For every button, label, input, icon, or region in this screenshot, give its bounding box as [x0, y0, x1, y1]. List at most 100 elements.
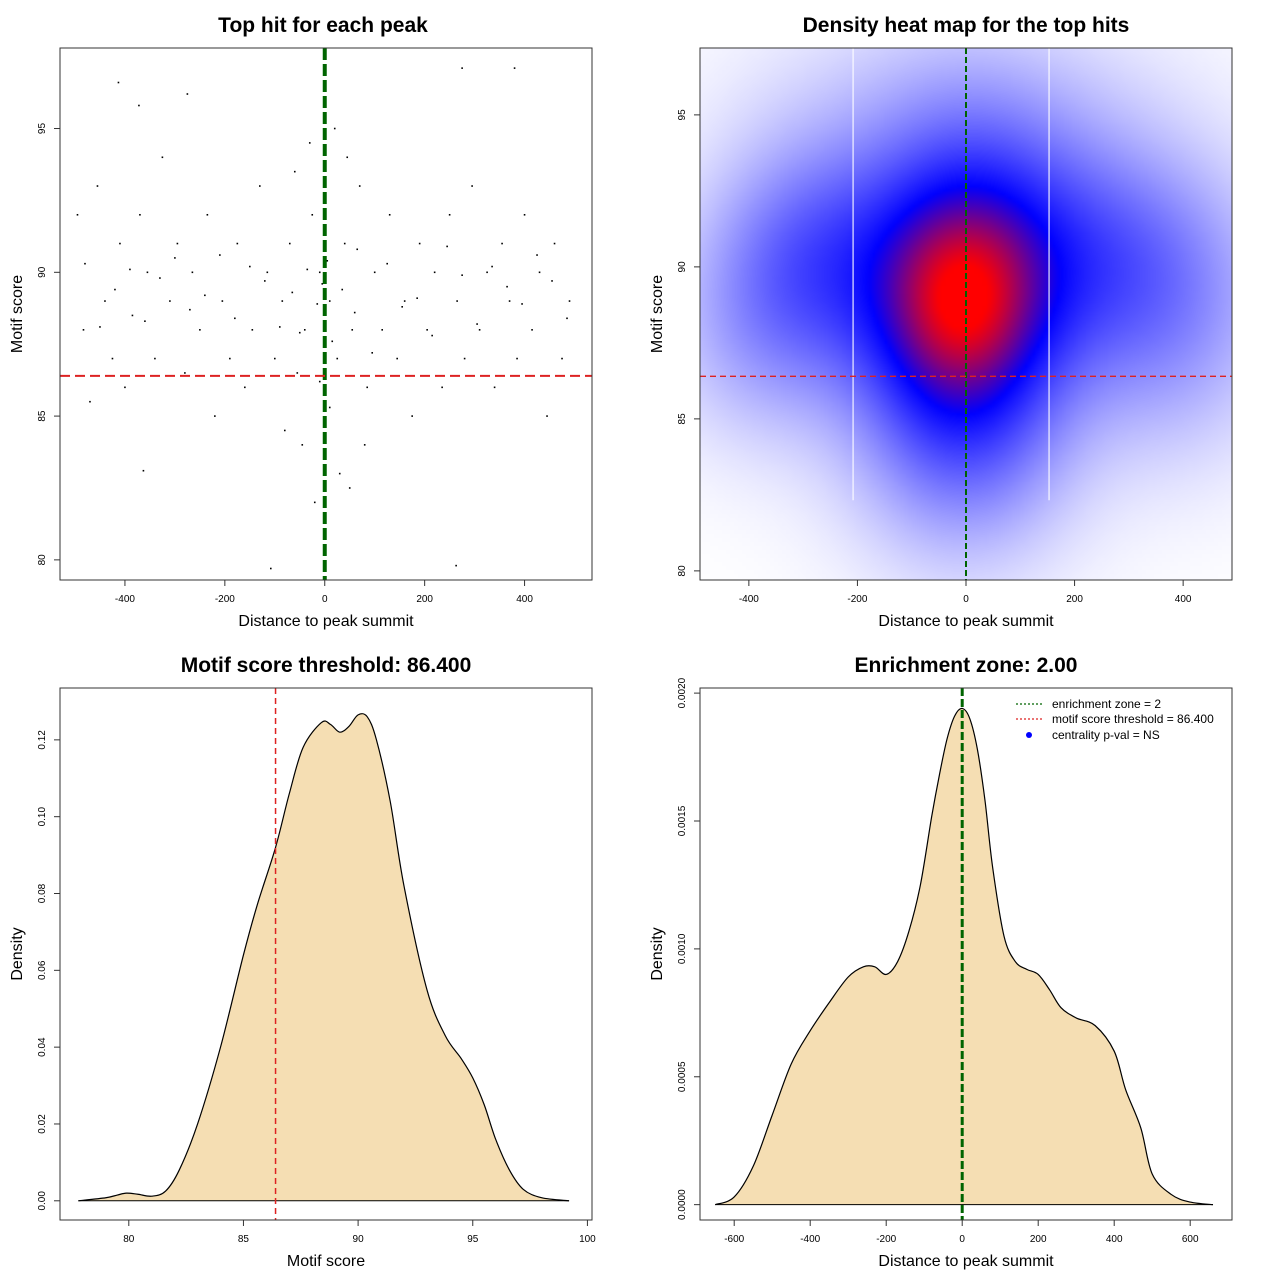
distance-density-y-axis: 0.0000 0.0005 0.0010 0.0015 0.0020 — [677, 677, 700, 1220]
distance-density-y-axis-label: Density — [649, 927, 666, 980]
scatter-point — [561, 357, 563, 360]
score-density-x-tick-label: 85 — [238, 1234, 250, 1245]
distance-density-y-tick-label: 0.0000 — [677, 1189, 688, 1220]
heatmap-y-tick-label: 95 — [677, 109, 688, 121]
scatter-x-axis: -400 -200 0 200 400 — [115, 580, 533, 605]
scatter-point — [553, 242, 556, 245]
scatter-y-tick-label: 95 — [37, 123, 48, 135]
legend-threshold-label: motif score threshold = 86.400 — [1052, 712, 1214, 726]
scatter-point — [174, 257, 176, 259]
scatter-plot-frame — [59, 47, 593, 581]
distance-density-area — [715, 708, 1213, 1205]
heatmap-y-tick-label: 90 — [677, 261, 688, 273]
scatter-point — [461, 274, 463, 276]
scatter-point — [236, 242, 239, 245]
scatter-point — [234, 317, 236, 320]
scatter-point — [386, 262, 388, 265]
scatter-point — [521, 303, 523, 305]
scatter-title: Top hit for each peak — [218, 14, 428, 37]
distance-density-x-tick-label: -600 — [724, 1234, 744, 1245]
heatmap-y-tick-label: 85 — [677, 413, 688, 425]
scatter-point — [313, 501, 316, 504]
heatmap-x-tick-label: 400 — [1175, 594, 1192, 605]
heatmap-y-axis-label: Motif score — [649, 275, 666, 353]
scatter-point — [303, 329, 306, 331]
scatter-point — [568, 300, 571, 302]
heatmap-x-tick-label: 0 — [963, 594, 969, 605]
heatmap-y-tick-label: 80 — [677, 565, 688, 577]
scatter-point — [129, 268, 131, 271]
scatter-point — [463, 357, 466, 360]
scatter-point — [244, 386, 246, 389]
scatter-point — [508, 300, 511, 302]
scatter-x-tick-label: -400 — [115, 594, 135, 605]
score-density-y-tick-label: 0.04 — [37, 1037, 48, 1057]
score-density-y-tick-label: 0.08 — [37, 883, 48, 903]
scatter-point — [264, 280, 266, 282]
heatmap-x-tick-label: 200 — [1066, 594, 1083, 605]
scatter-point — [124, 386, 126, 389]
scatter-point — [161, 156, 164, 159]
scatter-point — [326, 260, 329, 262]
scatter-point — [343, 242, 346, 245]
distance-density-curve — [714, 707, 1214, 1206]
score-density-y-tick-label: 0.02 — [37, 1114, 48, 1134]
scatter-point — [251, 329, 254, 331]
scatter-point — [169, 300, 171, 302]
scatter-point — [204, 294, 206, 297]
distance-density-x-tick-label: 600 — [1182, 1234, 1199, 1245]
scatter-point — [318, 271, 321, 274]
score-density-plot-frame — [59, 687, 593, 1221]
scatter-point — [338, 472, 341, 475]
legend-centrality-label: centrality p-val = NS — [1052, 728, 1160, 742]
distance-density-panel: Enrichment zone: 2.00 -600 -400 -200 0 200 40… — [649, 654, 1233, 1270]
scatter-point — [336, 357, 339, 360]
scatter-point — [104, 300, 106, 302]
heatmap-x-axis: -400 -200 0 200 400 — [739, 580, 1192, 605]
scatter-point — [333, 127, 336, 130]
scatter-points — [76, 67, 571, 570]
scatter-point — [461, 67, 463, 69]
distance-density-x-tick-label: 400 — [1106, 1234, 1123, 1245]
score-density-area — [78, 713, 570, 1201]
scatter-point — [401, 306, 403, 308]
scatter-point — [219, 254, 221, 256]
scatter-point — [154, 357, 156, 360]
scatter-point — [346, 156, 349, 159]
distance-density-title: Enrichment zone: 2.00 — [855, 654, 1078, 677]
scatter-y-tick-label: 80 — [37, 554, 48, 566]
scatter-point — [281, 300, 284, 302]
score-density-x-tick-label: 80 — [123, 1234, 135, 1245]
scatter-point — [446, 245, 448, 248]
score-density-x-tick-label: 100 — [579, 1234, 596, 1245]
scatter-point — [270, 567, 272, 570]
scatter-point — [301, 444, 304, 446]
scatter-y-tick-label: 90 — [37, 266, 48, 278]
scatter-x-tick-label: -200 — [215, 594, 235, 605]
scatter-x-tick-label: 200 — [416, 594, 433, 605]
scatter-y-axis: 80 85 90 95 — [37, 123, 60, 566]
distance-density-x-tick-label: -200 — [876, 1234, 896, 1245]
scatter-point — [311, 213, 314, 216]
score-density-curve — [78, 713, 570, 1202]
distance-density-x-tick-label: -400 — [800, 1234, 820, 1245]
scatter-point — [441, 386, 443, 389]
scatter-point — [341, 288, 344, 291]
scatter-point — [283, 429, 286, 432]
scatter-point — [298, 331, 301, 334]
scatter-point — [321, 283, 324, 285]
scatter-point — [146, 271, 149, 274]
scatter-point — [456, 300, 458, 302]
scatter-point — [356, 248, 359, 251]
scatter-point — [531, 329, 533, 331]
scatter-x-tick-label: 400 — [516, 594, 533, 605]
scatter-point — [274, 357, 276, 360]
scatter-point — [306, 268, 309, 271]
scatter-point — [291, 291, 294, 294]
scatter-x-tick-label: 0 — [322, 594, 328, 605]
scatter-point — [84, 262, 86, 265]
scatter-point — [381, 329, 383, 331]
scatter-point — [111, 357, 114, 360]
scatter-point — [416, 297, 418, 299]
scatter-point — [388, 213, 391, 216]
